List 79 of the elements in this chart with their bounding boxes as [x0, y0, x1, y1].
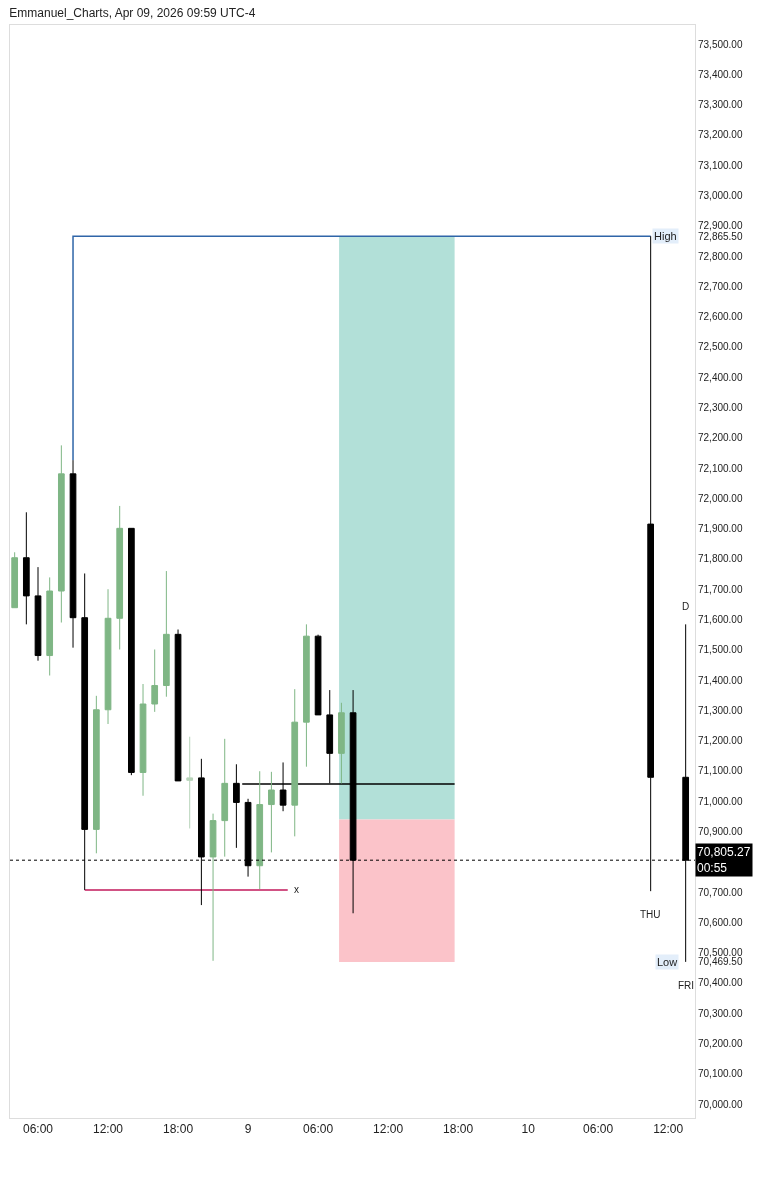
y-tick-label: 70,400.00: [698, 977, 743, 989]
candlestick: [291, 688, 299, 837]
y-tick-label: 71,800.00: [698, 553, 743, 565]
candlestick: [11, 551, 19, 609]
y-tick-label: 72,600.00: [698, 311, 743, 323]
y-tick-label: 73,400.00: [698, 68, 743, 80]
candlestick: [57, 444, 65, 624]
candlestick: [186, 736, 194, 829]
y-tick-label: 71,900.00: [698, 523, 743, 535]
y-tick-label: 72,000.00: [698, 492, 743, 504]
y-tick-label: 71,300.00: [698, 704, 743, 716]
y-tick-label: 73,100.00: [698, 159, 743, 171]
y-tick-label: 70,500.00: [698, 947, 743, 959]
y-tick-label: 72,900.00: [698, 220, 743, 232]
candlestick: [151, 648, 159, 713]
y-tick-label: 71,500.00: [698, 644, 743, 656]
candlestick: [303, 623, 310, 768]
candlestick: [116, 505, 124, 650]
y-tick-label: 71,700.00: [698, 583, 743, 595]
x-tick-label: 06:00: [583, 1122, 614, 1137]
y-tick-label: 71,100.00: [698, 765, 743, 777]
annotation: THU: [640, 909, 661, 920]
y-tick-label: 73,200.00: [698, 129, 743, 141]
y-tick-label: 70,200.00: [698, 1038, 743, 1049]
y-tick-label: 70,469.50: [698, 956, 743, 968]
candlestick: [104, 588, 112, 725]
candlestick: [22, 511, 30, 625]
y-tick-label: 70,700.00: [698, 886, 743, 898]
y-tick-label: 72,865.50: [698, 230, 743, 242]
y-tick-label: 70,100.00: [698, 1068, 743, 1080]
candlestick: [34, 566, 42, 662]
y-tick-label: 71,600.00: [698, 614, 743, 625]
x-tick-label: 06:00: [303, 1122, 334, 1137]
y-tick-label: 73,500.00: [698, 38, 743, 50]
candlestick: [256, 770, 264, 890]
x-tick-label: 12:00: [373, 1122, 404, 1137]
y-tick-label: 70,000.00: [698, 1098, 743, 1110]
y-tick-label: 72,800.00: [698, 250, 743, 262]
y-tick-label: 72,500.00: [698, 341, 743, 353]
x-tick-label: 06:00: [22, 1122, 54, 1137]
candlestick: [93, 695, 100, 854]
y-tick-label: 72,200.00: [698, 432, 743, 444]
candlestick: [338, 702, 345, 784]
annotation: x: [294, 884, 299, 895]
x-tick-label: 12:00: [93, 1122, 124, 1137]
candlestick: [163, 570, 170, 698]
chart-title: Emmanuel_Charts, Apr 09, 2026 09:59 UTC-4: [9, 5, 256, 20]
y-tick-label: 72,700.00: [698, 280, 743, 292]
x-tick-label: 18:00: [163, 1122, 194, 1137]
y-tick-label: 70,900.00: [698, 826, 743, 837]
y-tick-label: 72,300.00: [698, 402, 743, 413]
x-tick-label: 12:00: [653, 1122, 684, 1137]
candlestick: [233, 763, 240, 849]
annotation: High: [654, 230, 677, 242]
candlestick: [209, 813, 217, 962]
y-tick-label: 70,600.00: [698, 916, 743, 928]
candlestick: [46, 576, 54, 677]
candlestick: [314, 634, 322, 716]
y-tick-label: 73,300.00: [698, 99, 743, 111]
x-tick-label: 9: [244, 1122, 252, 1137]
candlestick: [139, 683, 147, 797]
annotation: FRI: [678, 980, 695, 991]
y-tick-label: 71,200.00: [698, 735, 743, 747]
candlestick: [221, 738, 229, 858]
y-tick-label: 72,100.00: [698, 462, 743, 474]
candlestick: [268, 771, 275, 853]
x-tick-label: 18:00: [443, 1122, 474, 1137]
annotation: D: [682, 601, 690, 612]
y-tick-label: 72,400.00: [698, 371, 743, 383]
ref-line-label: 70,805.27 00:55: [697, 845, 751, 875]
candlestick: [174, 629, 182, 782]
x-tick-label: 10: [521, 1122, 536, 1137]
y-tick-label: 73,000.00: [698, 190, 743, 202]
candlestick: [69, 459, 77, 649]
y-tick-label: 71,000.00: [698, 795, 743, 807]
y-tick-label: 70,300.00: [698, 1007, 743, 1019]
candlestick: [128, 527, 135, 776]
annotation: Low: [657, 956, 678, 968]
y-tick-label: 71,400.00: [698, 674, 743, 686]
